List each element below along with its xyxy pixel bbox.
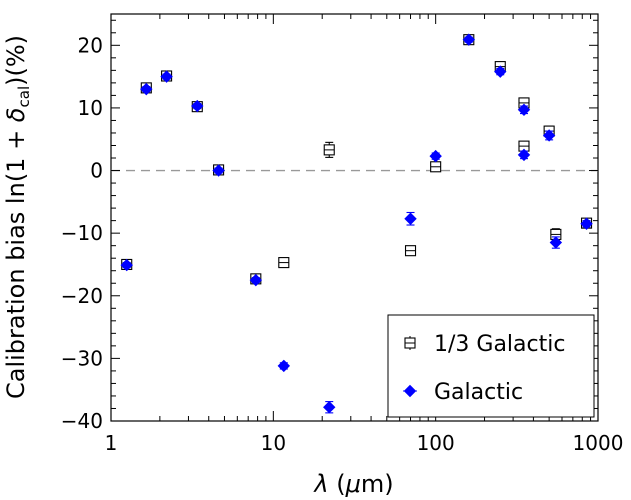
diamond-marker — [549, 236, 563, 249]
diamond-marker — [160, 70, 173, 83]
x-tick-label: 1000 — [573, 431, 624, 455]
x-tick-label: 10 — [261, 431, 286, 455]
diamond-marker — [140, 82, 153, 96]
plot-frame — [110, 13, 599, 422]
diamond-marker — [580, 217, 593, 230]
x-tick-label: 100 — [417, 431, 455, 455]
legend-box — [387, 314, 595, 418]
series-galactic — [120, 33, 593, 414]
diamond-marker — [403, 384, 417, 398]
x-axis-label: λ (μm) — [312, 470, 393, 498]
diamond-marker — [404, 212, 417, 225]
y-tick-label: −20 — [61, 284, 103, 308]
y-tick-label: 10 — [78, 96, 103, 120]
diamond-marker — [191, 99, 204, 113]
axis-ticks: −40 −30 −20 −10 0 10 20 1 10 100 1000 — [61, 14, 624, 455]
diamond-marker — [517, 103, 531, 117]
legend: 1/3 Galactic Galactic — [387, 314, 595, 418]
diamond-marker — [323, 401, 336, 414]
legend-label: 1/3 Galactic — [434, 332, 565, 357]
diamond-marker — [212, 164, 225, 177]
diamond-marker — [542, 129, 556, 142]
diamond-marker — [249, 273, 263, 287]
y-tick-label: −30 — [61, 346, 103, 370]
y-tick-label: −10 — [61, 221, 103, 245]
y-tick-label: 20 — [78, 33, 103, 57]
y-tick-label: 0 — [90, 159, 103, 183]
diamond-marker — [517, 148, 531, 162]
plot-border — [110, 13, 599, 422]
series-one-third-galactic — [121, 34, 593, 285]
diamond-marker — [429, 149, 442, 163]
y-axis-label: Calibration bias ln(1 + δcal)(%) — [2, 35, 33, 399]
legend-label: Galactic — [434, 380, 523, 405]
x-tick-label: 1 — [105, 431, 118, 455]
diamond-marker — [494, 65, 507, 78]
diamond-marker — [120, 258, 133, 272]
y-tick-label: −40 — [61, 409, 103, 433]
data-markers — [120, 33, 593, 414]
diamond-marker — [277, 359, 291, 373]
diamond-marker — [462, 33, 476, 46]
